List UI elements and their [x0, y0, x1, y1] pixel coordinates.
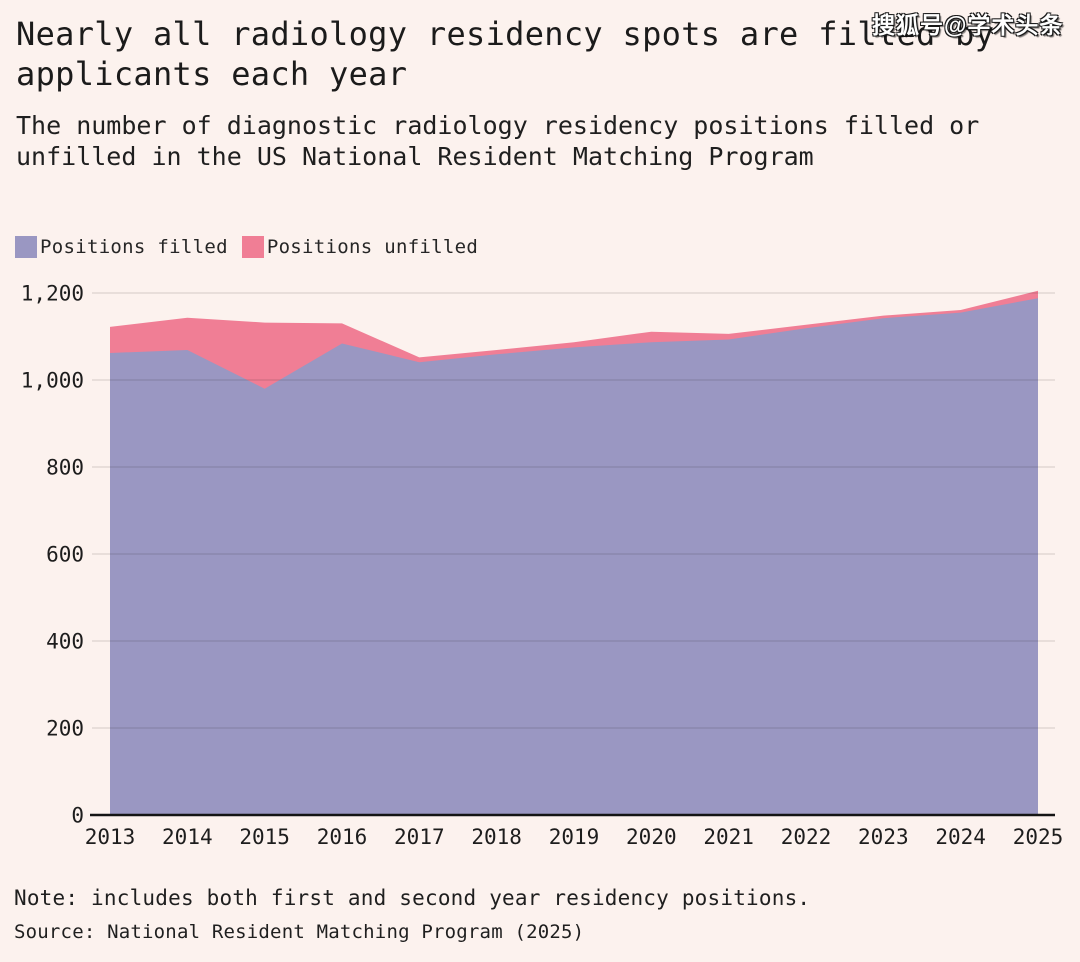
- legend: Positions filled Positions unfilled: [15, 236, 478, 258]
- watermark: 搜狐号@学术头条: [872, 12, 1064, 38]
- x-tick-label-2020: 2020: [626, 825, 677, 849]
- legend-label-filled: Positions filled: [40, 236, 228, 258]
- x-tick-label-2015: 2015: [239, 825, 290, 849]
- x-tick-label-2018: 2018: [471, 825, 522, 849]
- x-tick-label-2022: 2022: [781, 825, 832, 849]
- x-tick-label-2024: 2024: [935, 825, 986, 849]
- legend-label-unfilled: Positions unfilled: [266, 236, 479, 258]
- x-tick-label-2017: 2017: [394, 825, 445, 849]
- legend-item-unfilled: Positions unfilled: [241, 236, 479, 258]
- x-tick-label-2013: 2013: [85, 825, 136, 849]
- legend-item-filled: Positions filled: [15, 236, 228, 258]
- filled-area: [110, 298, 1038, 815]
- y-tick-label-600: 600: [46, 543, 84, 567]
- x-tick-label-2019: 2019: [549, 825, 600, 849]
- y-tick-label-200: 200: [46, 717, 84, 741]
- x-tick-label-2016: 2016: [317, 825, 368, 849]
- y-tick-label-0: 0: [71, 804, 84, 828]
- y-tick-label-800: 800: [46, 456, 84, 480]
- y-tick-label-1000: 1,000: [21, 369, 84, 393]
- chart-title: Nearly all radiology residency spots are…: [16, 15, 995, 93]
- x-tick-label-2025: 2025: [1013, 825, 1064, 849]
- x-tick-label-2021: 2021: [703, 825, 754, 849]
- legend-swatch-unfilled-icon: [241, 236, 264, 258]
- y-tick-label-400: 400: [46, 630, 84, 654]
- x-tick-label-2023: 2023: [858, 825, 909, 849]
- y-tick-label-1200: 1,200: [21, 282, 84, 306]
- source-line: Source: National Resident Matching Progr…: [14, 921, 585, 943]
- legend-swatch-filled-icon: [15, 236, 37, 258]
- footnote: Note: includes both first and second yea…: [14, 886, 811, 910]
- chart-subtitle: The number of diagnostic radiology resid…: [16, 111, 980, 171]
- x-tick-label-2014: 2014: [162, 825, 213, 849]
